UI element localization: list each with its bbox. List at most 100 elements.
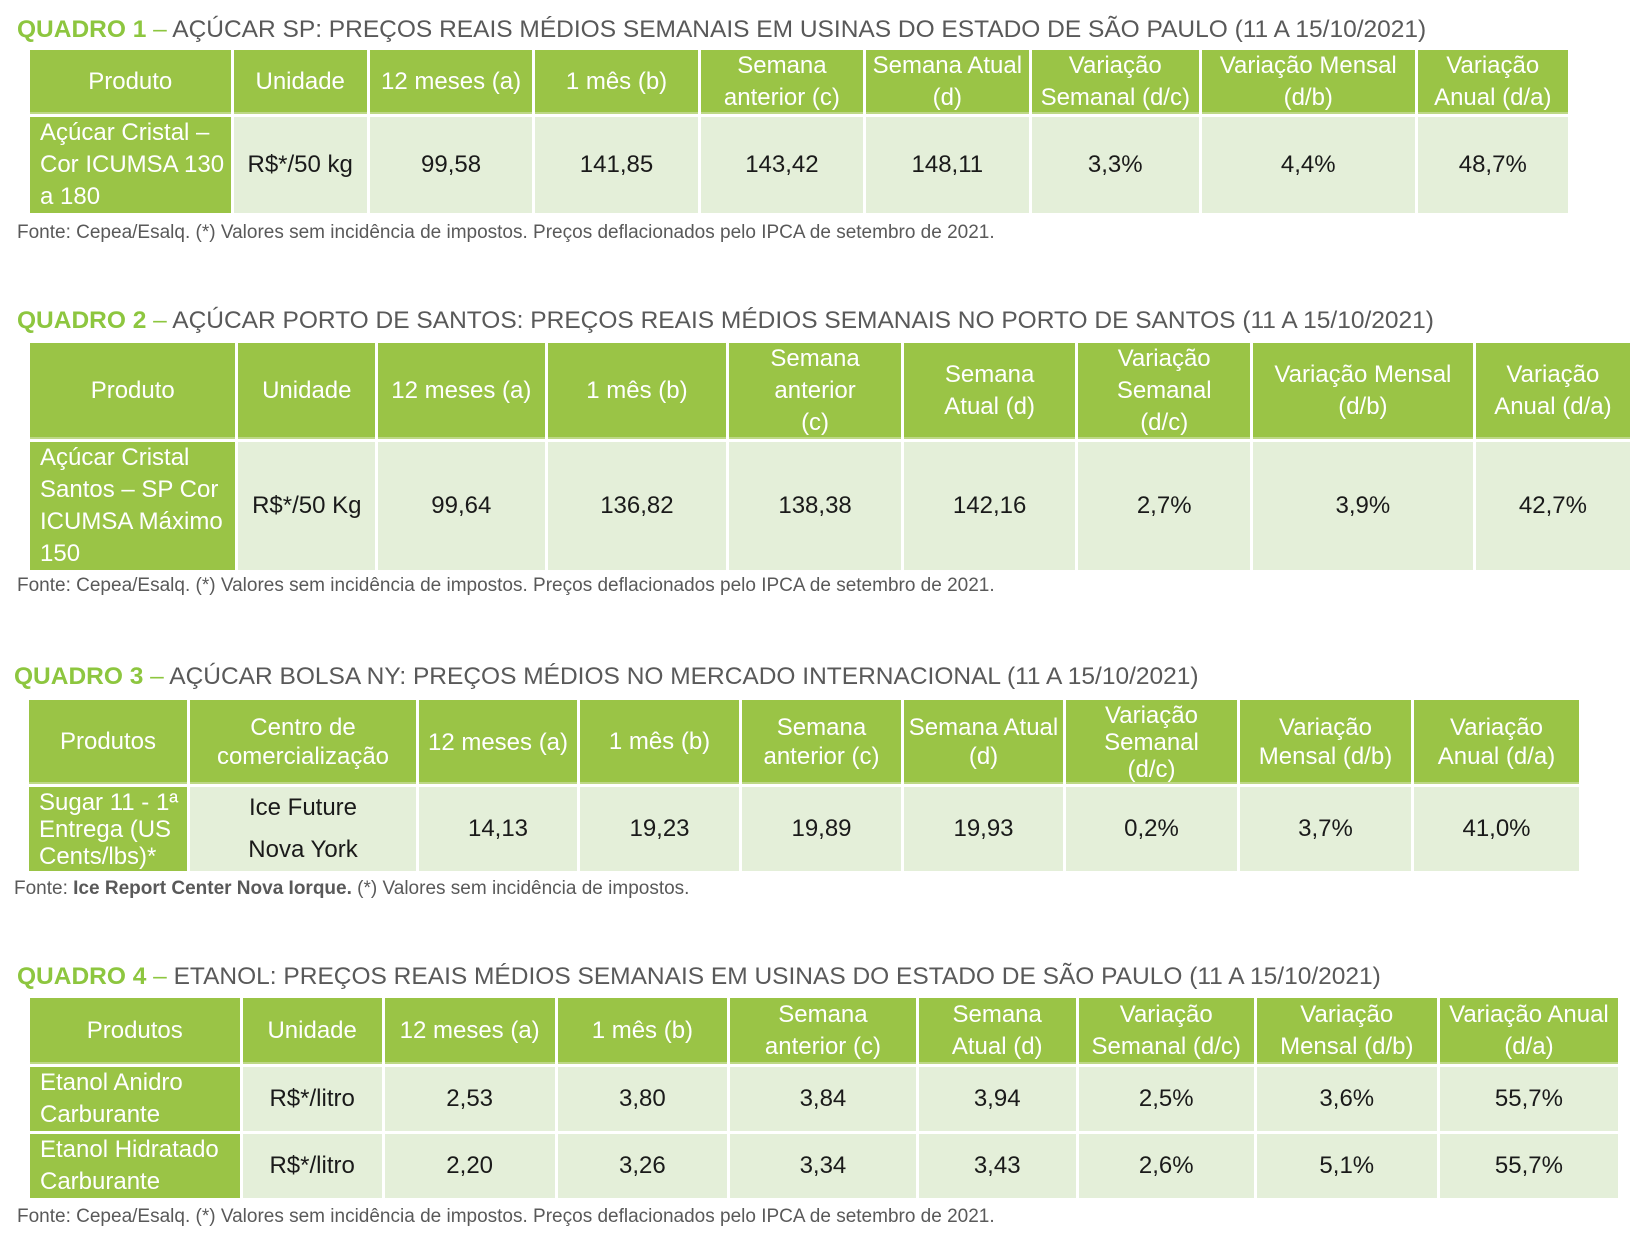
q4-col-semana-anterior: Semana anterior (c) [730,998,916,1064]
q4-number: QUADRO 4 [17,963,147,990]
q3-dash: – [150,663,164,690]
q4-r1-unidade: R$*/litro [242,1067,382,1131]
q2-header-row: Produto Unidade 12 meses (a) 1 mês (b) S… [30,343,1630,439]
q4-r2-var-mensal: 5,1% [1256,1134,1437,1198]
q2-number: QUADRO 2 [17,307,147,334]
q1-cell-1mes: 141,85 [535,117,698,213]
q2-col-12meses: 12 meses (a) [378,343,545,439]
q3-cell-var-semanal: 0,2% [1066,787,1237,871]
q3-cell-semana-atual: 19,93 [904,787,1063,871]
q3-col-centro: Centro de comercialização [190,700,416,784]
q4-r2-var-anual: 55,7% [1439,1134,1618,1198]
q2-cell-1mes: 136,82 [547,442,727,570]
q4-r1-1mes: 3,80 [557,1067,728,1131]
q2-cell-unidade: R$*/50 Kg [238,442,376,570]
q3-title: QUADRO 3 – AÇÚCAR BOLSA NY: PREÇOS MÉDIO… [14,662,1199,692]
q1-col-12meses: 12 meses (a) [369,50,533,114]
q3-cell-semana-anterior: 19,89 [742,787,901,871]
q2-title-text: AÇÚCAR PORTO DE SANTOS: PREÇOS REAIS MÉD… [172,307,1434,334]
table-row: Etanol Hidratado Carburante R$*/litro 2,… [30,1134,1618,1198]
q3-cell-var-anual: 41,0% [1414,787,1579,871]
q4-r1-produto: Etanol Anidro Carburante [30,1067,240,1131]
q4-r1-var-anual: 55,7% [1439,1067,1618,1131]
q1-col-semana-atual: Semana Atual (d) [866,50,1029,114]
q1-title-text: AÇÚCAR SP: PREÇOS REAIS MÉDIOS SEMANAIS … [172,16,1427,43]
q2-col-semana-atual: Semana Atual (d) [903,343,1076,439]
q3-number: QUADRO 3 [14,663,144,690]
q1-cell-unidade: R$*/50 kg [233,117,367,213]
q1-cell-produto: Açúcar Cristal – Cor ICUMSA 130 a 180 [30,117,231,213]
q1-number: QUADRO 1 [17,16,147,43]
q4-r2-12meses: 2,20 [384,1134,555,1198]
table-row: Etanol Anidro Carburante R$*/litro 2,53 … [30,1067,1618,1131]
q4-r1-var-semanal: 2,5% [1078,1067,1254,1131]
q4-r1-var-mensal: 3,6% [1256,1067,1437,1131]
q4-dash: – [153,963,167,990]
q4-title-text: ETANOL: PREÇOS REAIS MÉDIOS SEMANAIS EM … [173,963,1381,990]
q1-col-semana-anterior: Semana anterior (c) [700,50,864,114]
q4-r2-1mes: 3,26 [557,1134,728,1198]
q4-r2-semana-atual: 3,43 [918,1134,1076,1198]
q2-col-semana-anterior: Semana anterior (c) [729,343,901,439]
q4-col-12meses: 12 meses (a) [384,998,555,1064]
q2-cell-semana-atual: 142,16 [903,442,1076,570]
q4-r2-unidade: R$*/litro [242,1134,382,1198]
q3-cell-produto: Sugar 11 - 1ª Entrega (US Cents/lbs)* [29,787,187,871]
q3-col-var-anual: Variação Anual (d/a) [1414,700,1579,784]
q1-title: QUADRO 1 – AÇÚCAR SP: PREÇOS REAIS MÉDIO… [17,15,1426,45]
q4-r2-produto: Etanol Hidratado Carburante [30,1134,240,1198]
q1-dash: – [153,16,167,43]
q1-table: Produto Unidade 12 meses (a) 1 mês (b) S… [27,47,1571,216]
q2-table: Produto Unidade 12 meses (a) 1 mês (b) S… [27,340,1633,573]
table-row: Açúcar Cristal – Cor ICUMSA 130 a 180 R$… [30,117,1568,213]
q3-col-semana-atual: Semana Atual (d) [904,700,1063,784]
q2-col-var-mensal: Variação Mensal (d/b) [1252,343,1473,439]
q4-col-produtos: Produtos [30,998,240,1064]
q2-cell-produto: Açúcar Cristal Santos – SP Cor ICUMSA Má… [30,442,236,570]
q3-col-1mes: 1 mês (b) [580,700,739,784]
q4-table: Produtos Unidade 12 meses (a) 1 mês (b) … [27,995,1621,1201]
q4-r2-var-semanal: 2,6% [1078,1134,1254,1198]
q3-col-semana-anterior: Semana anterior (c) [742,700,901,784]
q3-header-row: Produtos Centro de comercialização 12 me… [29,700,1579,784]
q3-source-bold: Ice Report Center Nova Iorque. [73,878,352,899]
q4-col-var-mensal: Variação Mensal (d/b) [1256,998,1437,1064]
q4-r1-semana-atual: 3,94 [918,1067,1076,1131]
q3-title-text: AÇÚCAR BOLSA NY: PREÇOS MÉDIOS NO MERCAD… [169,663,1199,690]
q3-cell-centro: Ice Future Nova York [190,787,416,871]
table-row: Açúcar Cristal Santos – SP Cor ICUMSA Má… [30,442,1630,570]
q1-col-var-anual: Variação Anual (d/a) [1417,50,1568,114]
q3-table: Produtos Centro de comercialização 12 me… [26,697,1582,874]
q1-source-note: Fonte: Cepea/Esalq. (*) Valores sem inci… [17,222,995,243]
q4-r1-semana-anterior: 3,84 [730,1067,916,1131]
q4-source-note: Fonte: Cepea/Esalq. (*) Valores sem inci… [17,1206,995,1227]
q2-cell-var-mensal: 3,9% [1252,442,1473,570]
q2-col-var-anual: Variação Anual (d/a) [1475,343,1630,439]
q2-cell-12meses: 99,64 [378,442,545,570]
q4-col-var-anual: Variação Anual (d/a) [1439,998,1618,1064]
q1-cell-semana-anterior: 143,42 [700,117,864,213]
q3-col-var-semanal: Variação Semanal (d/c) [1066,700,1237,784]
q1-col-1mes: 1 mês (b) [535,50,698,114]
q2-col-1mes: 1 mês (b) [547,343,727,439]
q4-col-semana-atual: Semana Atual (d) [918,998,1076,1064]
q4-title: QUADRO 4 – ETANOL: PREÇOS REAIS MÉDIOS S… [17,962,1381,992]
q2-cell-semana-anterior: 138,38 [729,442,901,570]
q2-cell-var-anual: 42,7% [1475,442,1630,570]
q1-cell-var-anual: 48,7% [1417,117,1568,213]
q1-cell-var-semanal: 3,3% [1031,117,1199,213]
q1-cell-var-mensal: 4,4% [1201,117,1415,213]
q4-header-row: Produtos Unidade 12 meses (a) 1 mês (b) … [30,998,1618,1064]
q3-cell-1mes: 19,23 [580,787,739,871]
q3-col-produtos: Produtos [29,700,187,784]
q3-source-note: Fonte: Ice Report Center Nova Iorque. (*… [14,878,689,900]
q3-source-rest: (*) Valores sem incidência de impostos. [351,878,690,899]
q2-col-produto: Produto [30,343,236,439]
q1-col-produto: Produto [30,50,231,114]
q1-col-var-semanal: Variação Semanal (d/c) [1031,50,1199,114]
q4-r2-semana-anterior: 3,34 [730,1134,916,1198]
q3-cell-12meses: 14,13 [419,787,577,871]
q3-col-var-mensal: Variação Mensal (d/b) [1240,700,1411,784]
q2-title: QUADRO 2 – AÇÚCAR PORTO DE SANTOS: PREÇO… [17,306,1434,336]
q2-cell-var-semanal: 2,7% [1078,442,1250,570]
